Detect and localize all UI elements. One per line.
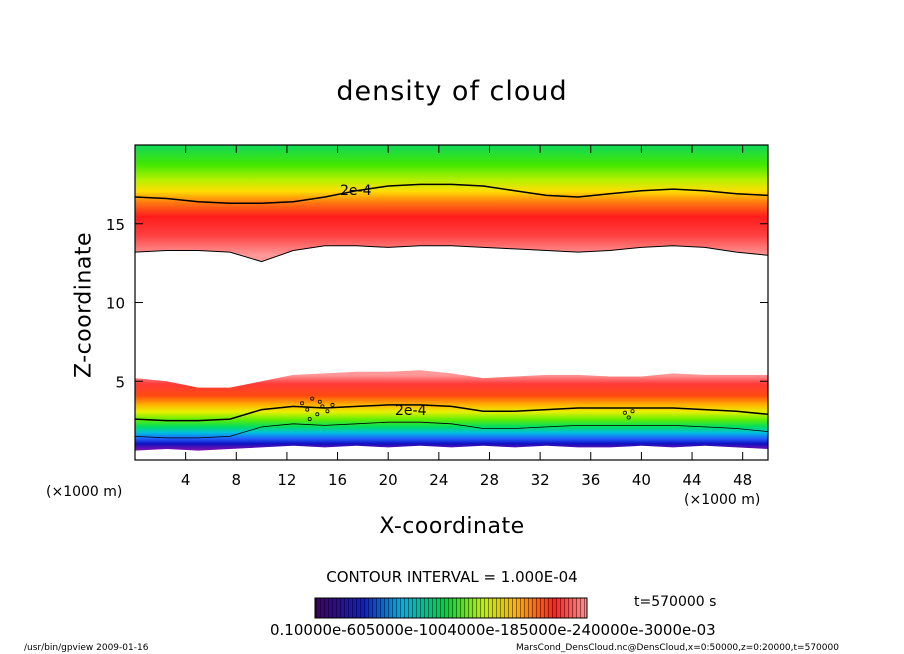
lower-thin-contour-line xyxy=(135,421,768,439)
contour-speckle xyxy=(317,399,322,404)
contour-speckle xyxy=(300,401,305,406)
x-tick-label: 44 xyxy=(682,471,701,489)
contour-speckle xyxy=(307,417,312,422)
lower-contour-label: 2e-4 xyxy=(395,403,427,419)
x-tick-label: 28 xyxy=(480,471,499,489)
colorbar-stripes xyxy=(315,598,587,618)
upper-edge-line xyxy=(135,245,768,263)
contour-speckle xyxy=(630,409,635,414)
x-tick-label: 40 xyxy=(632,471,651,489)
contour-speckle xyxy=(320,404,325,409)
x-axis-label: X-coordinate xyxy=(379,514,525,539)
y-tick-label: 15 xyxy=(106,216,125,234)
x-tick-label: 24 xyxy=(429,471,448,489)
y-tick-label: 10 xyxy=(106,295,125,313)
y-tick-label: 5 xyxy=(115,373,125,391)
contour-speckle xyxy=(626,415,631,420)
chart-title: density of cloud xyxy=(336,76,568,107)
x-tick-label: 4 xyxy=(181,471,191,489)
contour-speckle xyxy=(315,412,320,417)
contour-interval-text: CONTOUR INTERVAL = 1.000E-04 xyxy=(326,568,578,586)
contour-speckle xyxy=(622,410,627,415)
upper-contour-label: 2e-4 xyxy=(340,183,372,199)
x-tick-label: 32 xyxy=(531,471,550,489)
contour-speckle xyxy=(325,409,330,414)
contour-speckle xyxy=(330,402,335,407)
footer-command: /usr/bin/gpview 2009-01-16 xyxy=(24,643,149,653)
contour-speckle xyxy=(310,396,315,401)
footer-source: MarsCond_DensCloud.nc@DensCloud,x=0:5000… xyxy=(516,643,839,653)
contour-speckle xyxy=(305,407,310,412)
upper-contour-line xyxy=(135,183,768,205)
colorbar-frame xyxy=(314,597,588,619)
x-tick-label: 20 xyxy=(379,471,398,489)
x-unit-left: (×1000 m) xyxy=(46,484,123,500)
x-tick-label: 36 xyxy=(581,471,600,489)
x-tick-label: 16 xyxy=(328,471,347,489)
x-tick-label: 8 xyxy=(232,471,242,489)
y-axis-label: Z-coordinate xyxy=(71,232,97,378)
upper-cloud-band xyxy=(135,145,768,262)
x-tick-label: 12 xyxy=(277,471,296,489)
lower-contour-line xyxy=(135,404,768,422)
time-label: t=570000 s xyxy=(634,594,717,610)
x-unit-right: (×1000 m) xyxy=(684,492,761,508)
x-tick-label: 48 xyxy=(733,471,752,489)
lower-cloud-band xyxy=(135,370,768,451)
contour-speckles xyxy=(300,396,635,422)
colorbar-tick-labels: 0.10000e-605000e-1004000e-185000e-240000… xyxy=(270,621,716,639)
